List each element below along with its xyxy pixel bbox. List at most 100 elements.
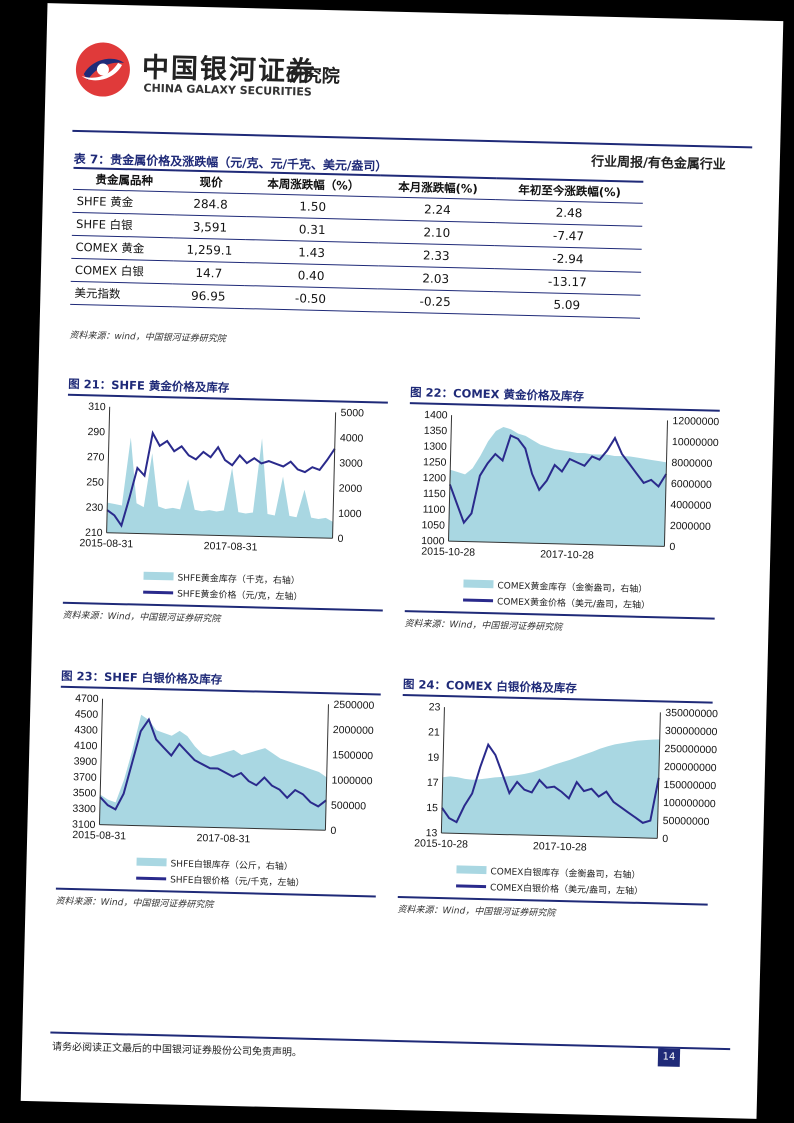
institute-name: 研究院 (285, 65, 341, 88)
legend-swatch (456, 865, 487, 875)
chart-svg: 3100 3300 3500 3700 3900 4100 4300 4500 4700 0 500… (72, 693, 375, 846)
legend-item: SHFE黄金价格（元/克，左轴） (143, 584, 303, 604)
right-tick-label: 8000000 (671, 457, 712, 470)
figure-title: 图 24：COMEX 白银价格及库存 (402, 677, 578, 696)
right-tick-label: 300000000 (665, 725, 718, 738)
left-tick-label: 1100 (423, 503, 446, 516)
figure-title: 图 22：COMEX 黄金价格及库存 (409, 385, 585, 404)
legend-swatch (136, 876, 167, 880)
left-tick-label: 23 (429, 701, 441, 713)
report-header: 中国银河证券 CHINA GALAXY SECURITIES 研究院 行业周报/… (72, 34, 754, 173)
table-cell: 0.40 (244, 262, 378, 289)
table-cell: 1,259.1 (173, 237, 246, 263)
chart-legend: COMEX黄金库存（金衡盎司，右轴） COMEX黄金价格（美元/盎司，左轴） (463, 576, 651, 613)
left-tick-label: 1150 (423, 488, 446, 501)
left-tick-label: 3900 (73, 756, 97, 769)
right-tick-label: 0 (330, 825, 336, 837)
table-cell: 3,591 (173, 214, 247, 240)
right-tick-label: 12000000 (672, 415, 719, 428)
x-axis (448, 540, 665, 547)
chart-legend: SHFE黄金库存（千克，右轴） SHFE黄金价格（元/克，左轴） (143, 568, 303, 604)
left-tick-label: 230 (86, 502, 104, 514)
chart-svg: 210 230 250 270 290 310 0 1000 2000 3000 4000 5000 2… (79, 401, 364, 554)
legend-label: SHFE黄金价格（元/克，左轴） (177, 589, 303, 603)
left-tick-label: 270 (87, 451, 105, 463)
x-tick-label: 2015-10-28 (414, 837, 468, 850)
right-tick-label: 200000000 (664, 761, 717, 774)
table-cell: 5.09 (493, 291, 641, 319)
legend-item: COMEX白银价格（美元/盎司，左轴） (456, 877, 643, 898)
left-axis (440, 707, 445, 834)
table-cell: -0.50 (243, 285, 378, 312)
left-tick-label: 1350 (424, 425, 448, 438)
x-tick-label: 2017-10-28 (533, 840, 587, 853)
column-header: 贵金属品种 (72, 167, 176, 192)
x-tick-label: 2015-10-28 (421, 545, 475, 558)
legend-item: SHFE白银价格（元/千克，左轴） (136, 870, 305, 890)
right-axis (324, 704, 329, 831)
left-tick-label: 3100 (72, 819, 96, 832)
right-tick-label: 2500000 (333, 699, 374, 712)
x-tick-label: 2015-08-31 (79, 537, 133, 550)
right-tick-label: 2000000 (333, 724, 374, 737)
page-number: 14 (657, 1048, 681, 1067)
left-tick-label: 1300 (423, 440, 447, 453)
left-tick-label: 4700 (75, 693, 99, 706)
right-tick-label: 1000000 (331, 774, 372, 787)
legend-swatch (456, 883, 487, 888)
price-line (99, 717, 327, 811)
right-tick-label: 6000000 (671, 478, 712, 491)
left-tick-label: 1400 (424, 409, 448, 422)
legend-swatch (143, 571, 174, 581)
right-tick-label: 2000000 (670, 520, 711, 533)
inventory-area (448, 426, 667, 547)
right-tick-label: 0 (662, 833, 668, 845)
left-tick-label: 15 (426, 802, 438, 814)
figure-title: 图 23：SHEF 白银价格及库存 (60, 668, 223, 687)
table-cell: 2.03 (377, 265, 495, 292)
legend-label: COMEX白银价格（美元/盎司，左轴） (489, 882, 644, 897)
right-tick-label: 1500000 (332, 749, 373, 762)
x-tick-label: 2015-08-31 (72, 829, 126, 842)
left-tick-label: 4100 (74, 740, 98, 753)
left-tick-label: 21 (428, 726, 440, 738)
x-axis (106, 532, 333, 539)
column-header: 现价 (175, 170, 248, 194)
legend-label: SHFE白银库存（公斤，右轴） (170, 858, 293, 872)
table-cell: 284.8 (174, 191, 247, 217)
right-tick-label: 10000000 (672, 436, 719, 449)
table-cell: 96.95 (172, 283, 245, 309)
chart-21: 210 230 250 270 290 310 0 1000 2000 3000 4000 5000 2… (64, 400, 388, 562)
right-tick-label: 150000000 (663, 779, 716, 792)
left-tick-label: 250 (86, 476, 104, 488)
galaxy-logo-icon (75, 42, 130, 97)
right-tick-label: 1000 (338, 508, 362, 521)
left-axis (98, 698, 104, 825)
left-tick-label: 4500 (75, 708, 99, 721)
left-tick-label: 17 (427, 777, 439, 789)
chart-legend: SHFE白银库存（公斤，右轴） SHFE白银价格（元/千克，左轴） (136, 854, 305, 890)
figure-title: 图 21：SHFE 黄金价格及库存 (68, 376, 230, 395)
legend-swatch (463, 598, 494, 602)
figure-source: 资料来源：Wind，中国银河证券研究院 (62, 610, 221, 625)
price-line (448, 434, 668, 525)
left-tick-label: 310 (88, 401, 106, 413)
right-tick-label: 100000000 (663, 797, 716, 810)
left-tick-label: 4300 (74, 724, 98, 737)
x-axis (441, 832, 658, 839)
table-cell: 美元指数 (70, 281, 173, 307)
inventory-area (99, 714, 327, 831)
right-tick-label: 4000 (340, 432, 364, 445)
legend-swatch (463, 579, 494, 589)
table-cell: COMEX 白银 (70, 258, 174, 284)
right-tick-label: 4000000 (670, 499, 711, 512)
left-tick-label: 1200 (423, 472, 447, 485)
right-tick-label: 5000 (340, 407, 364, 420)
precious-metal-price-table: 贵金属品种 现价 本周涨跌幅（%） 本月涨跌幅(%) 年初至今涨跌幅(%) SH… (70, 167, 644, 319)
left-axis (106, 406, 111, 533)
table-cell: SHFE 黄金 (72, 189, 176, 215)
left-tick-label: 3300 (72, 803, 96, 816)
price-line (106, 430, 336, 528)
x-tick-label: 2017-10-28 (540, 548, 594, 561)
right-tick-label: 50000000 (663, 815, 710, 828)
